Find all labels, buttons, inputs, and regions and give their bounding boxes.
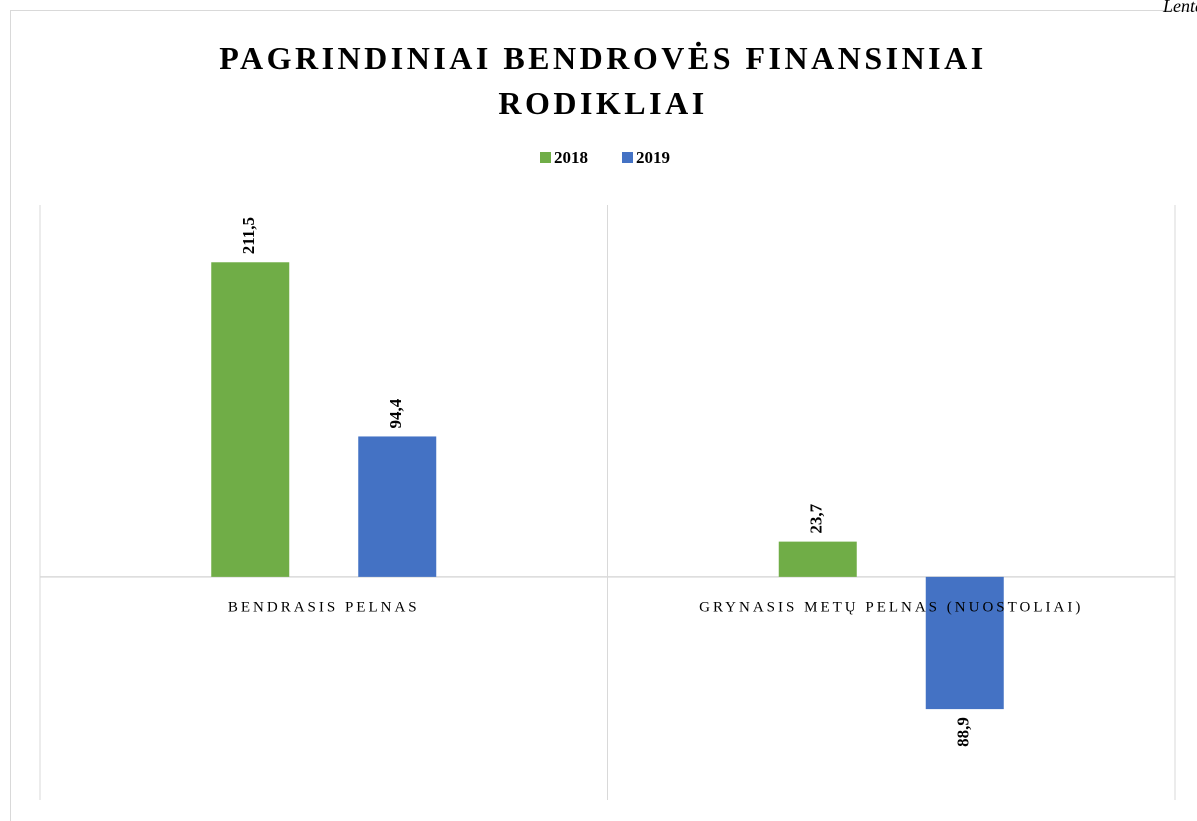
chart-title: PAGRINDINIAI BENDROVĖS FINANSINIAI RODIK… <box>219 40 987 121</box>
bar <box>358 436 437 577</box>
corner-text: Lentė <box>1163 0 1197 16</box>
data-label: 23,7 <box>807 503 826 533</box>
legend-swatch <box>540 152 551 163</box>
legend-label: 2019 <box>636 148 670 167</box>
bar <box>778 541 857 577</box>
x-tick-label: BENDRASIS PELNAS <box>228 599 420 615</box>
data-label: 88,9 <box>954 717 973 747</box>
chart-frame <box>10 10 1197 821</box>
x-tick-label: GRYNASIS METŲ PELNAS (NUOSTOLIAI) <box>699 599 1083 615</box>
legend-label: 2018 <box>554 148 588 167</box>
bar <box>925 576 1004 710</box>
data-label: 94,4 <box>386 398 405 428</box>
data-label: 211,5 <box>239 217 258 254</box>
legend-swatch <box>622 152 633 163</box>
bar <box>211 262 290 577</box>
